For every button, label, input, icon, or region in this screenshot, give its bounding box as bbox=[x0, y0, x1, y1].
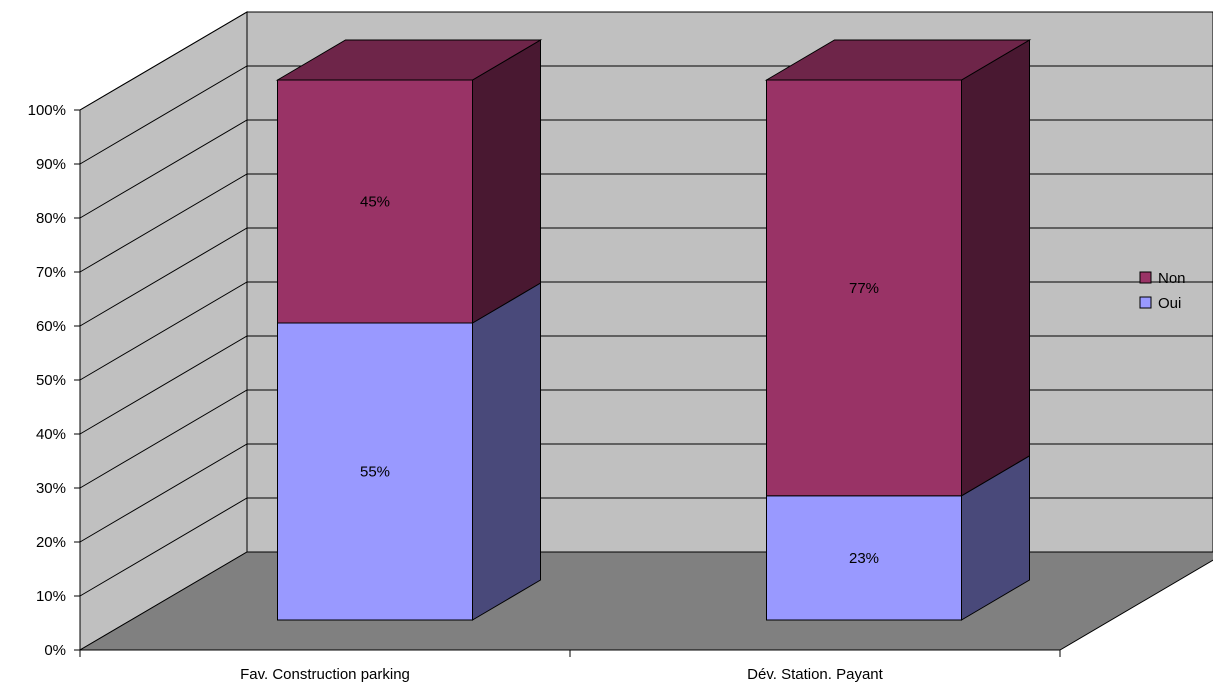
legend-item: Non bbox=[1139, 270, 1186, 287]
x-axis: Fav. Construction parking Dév. Station. P… bbox=[79, 649, 1061, 683]
bar-side bbox=[472, 282, 541, 621]
y-tick-label: 90% bbox=[36, 156, 66, 173]
data-label: 45% bbox=[360, 194, 390, 211]
bar-side bbox=[472, 39, 541, 324]
y-tick-label: 40% bbox=[36, 426, 66, 443]
legend: Non Oui bbox=[1139, 270, 1186, 312]
floor bbox=[78, 551, 1213, 651]
bar bbox=[277, 322, 473, 621]
y-tick-label: 70% bbox=[36, 264, 66, 281]
y-tick-label: 100% bbox=[28, 102, 66, 119]
bar bbox=[766, 495, 962, 621]
data-label: 23% bbox=[849, 550, 879, 567]
x-tick-label: Fav. Construction parking bbox=[240, 666, 410, 683]
y-tick-label: 10% bbox=[36, 588, 66, 605]
legend-swatch bbox=[1139, 296, 1152, 309]
legend-label: Non bbox=[1158, 270, 1186, 287]
y-tick-label: 20% bbox=[36, 534, 66, 551]
y-tick-label: 80% bbox=[36, 210, 66, 227]
y-tick-label: 0% bbox=[44, 642, 66, 659]
y-tick-label: 50% bbox=[36, 372, 66, 389]
legend-label: Oui bbox=[1158, 295, 1181, 312]
gridline bbox=[79, 11, 1213, 111]
chart-walls bbox=[78, 11, 1213, 651]
bar-stack: 55% 45% bbox=[275, 39, 543, 621]
y-tick-label: 60% bbox=[36, 318, 66, 335]
x-tick-label: Dév. Station. Payant bbox=[747, 666, 883, 683]
legend-swatch bbox=[1139, 271, 1152, 284]
bar-side bbox=[961, 39, 1030, 497]
bar bbox=[766, 79, 962, 497]
data-label: 55% bbox=[360, 464, 390, 481]
y-axis: 0% 10% 20% 30% 40% 50% 60% 70% 80% 90% 100% bbox=[28, 102, 81, 659]
bar bbox=[277, 79, 473, 324]
legend-item: Oui bbox=[1139, 295, 1181, 312]
bars: 55% 45% 23% 77% bbox=[275, 39, 1032, 621]
y-tick-label: 30% bbox=[36, 480, 66, 497]
data-label: 77% bbox=[849, 280, 879, 297]
bar-stack: 23% 77% bbox=[764, 39, 1032, 621]
